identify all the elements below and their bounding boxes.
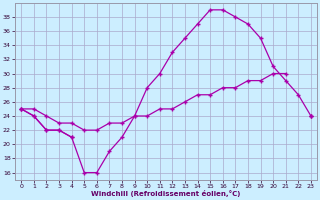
- X-axis label: Windchill (Refroidissement éolien,°C): Windchill (Refroidissement éolien,°C): [92, 190, 241, 197]
